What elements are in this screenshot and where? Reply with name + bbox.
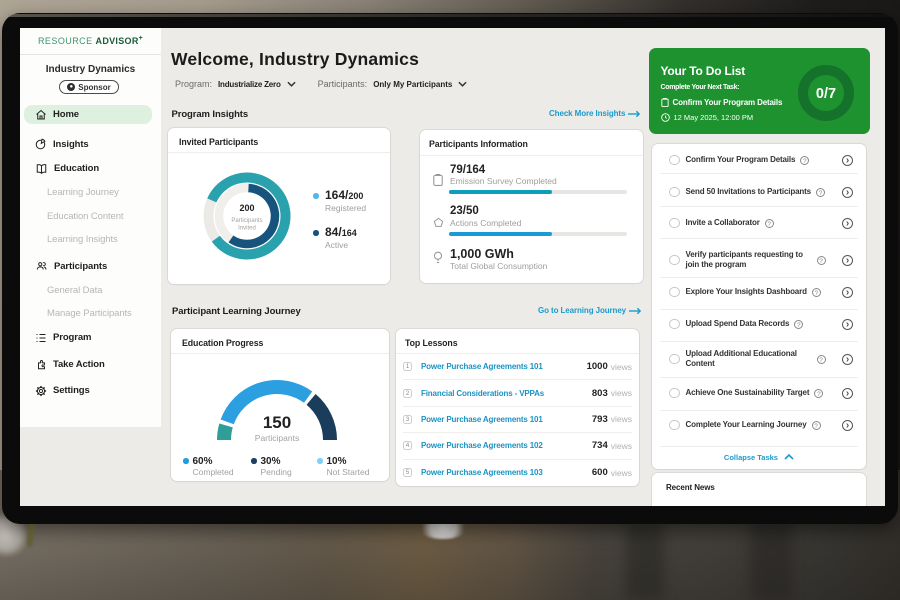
- svg-text:0/7: 0/7: [816, 86, 836, 102]
- svg-text:200: 200: [239, 203, 254, 213]
- svg-text:Invited: Invited: [238, 226, 256, 232]
- svg-text:Participants: Participants: [231, 218, 262, 224]
